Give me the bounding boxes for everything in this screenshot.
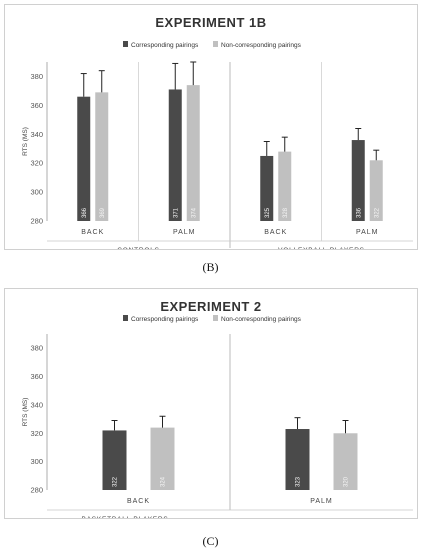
group-label: BASKETBALL PLAYERS xyxy=(81,516,168,518)
x-tick-label: BACK xyxy=(81,229,104,236)
y-tick-label: 300 xyxy=(30,188,43,197)
data-label: 322 xyxy=(113,476,119,487)
y-tick-label: 360 xyxy=(30,372,43,381)
bar xyxy=(186,85,200,221)
bar xyxy=(351,140,365,221)
figure-caption-b: (B) xyxy=(202,260,219,274)
legend-swatch xyxy=(123,41,128,47)
chart-panel-experiment-1b: EXPERIMENT 1B Corresponding pairings Non-c… xyxy=(4,4,418,254)
bar xyxy=(278,151,292,221)
chart-experiment-2: EXPERIMENT 2 Corresponding pairings Non-co… xyxy=(22,299,413,523)
bar xyxy=(168,89,182,221)
chart-title: EXPERIMENT 2 xyxy=(160,299,261,314)
bar xyxy=(333,433,358,490)
x-tick-label: PALM xyxy=(173,229,196,236)
chart-experiment-1b: EXPERIMENT 1B Corresponding pairings Non-c… xyxy=(22,15,413,254)
data-label: 324 xyxy=(161,476,167,487)
y-tick-label: 380 xyxy=(30,344,43,353)
x-tick-label: PALM xyxy=(356,229,379,236)
bar xyxy=(95,92,109,221)
y-axis-label: RTS (MS) xyxy=(22,127,29,156)
group-label: VOLLEYBALL PLAYERS xyxy=(278,247,365,249)
x-tick-label: PALM xyxy=(310,498,333,505)
data-label: 322 xyxy=(374,207,380,218)
y-tick-label: 340 xyxy=(30,130,43,139)
legend-swatch xyxy=(213,41,218,47)
data-label: 320 xyxy=(344,476,350,487)
data-label: 366 xyxy=(82,207,88,218)
bar xyxy=(77,96,91,221)
bar xyxy=(260,155,274,221)
data-label: 325 xyxy=(265,207,271,218)
legend-swatch xyxy=(123,315,128,321)
chart-title: EXPERIMENT 1B xyxy=(155,15,266,30)
chart-panel-experiment-2: EXPERIMENT 2 Corresponding pairings Non-co… xyxy=(4,288,418,523)
legend-label: Corresponding pairings xyxy=(131,42,199,49)
bar xyxy=(150,427,175,490)
legend-label: Corresponding pairings xyxy=(131,316,199,323)
data-label: 336 xyxy=(356,207,362,218)
y-tick-label: 280 xyxy=(30,486,43,495)
bar xyxy=(369,160,383,221)
y-tick-label: 340 xyxy=(30,400,43,409)
data-label: 371 xyxy=(173,207,179,218)
x-tick-label: BACK xyxy=(264,229,287,236)
x-tick-label: BACK xyxy=(127,498,150,505)
y-axis-label: RTS (MS) xyxy=(22,398,29,427)
data-label: 323 xyxy=(296,476,302,487)
legend-label: Non-corresponding pairings xyxy=(221,42,302,49)
y-tick-label: 360 xyxy=(30,101,43,110)
y-tick-label: 380 xyxy=(30,72,43,81)
legend-swatch xyxy=(213,315,218,321)
bar xyxy=(285,429,310,490)
data-label: 374 xyxy=(191,207,197,218)
data-label: 369 xyxy=(100,207,106,218)
y-tick-label: 320 xyxy=(30,429,43,438)
figure-caption-c: (C) xyxy=(202,534,219,548)
y-tick-label: 320 xyxy=(30,159,43,168)
data-label: 328 xyxy=(283,207,289,218)
legend-label: Non-corresponding pairings xyxy=(221,316,302,323)
y-tick-label: 280 xyxy=(30,217,43,226)
group-label: CONTROLS xyxy=(117,247,160,249)
y-tick-label: 300 xyxy=(30,457,43,466)
bar xyxy=(102,430,127,490)
